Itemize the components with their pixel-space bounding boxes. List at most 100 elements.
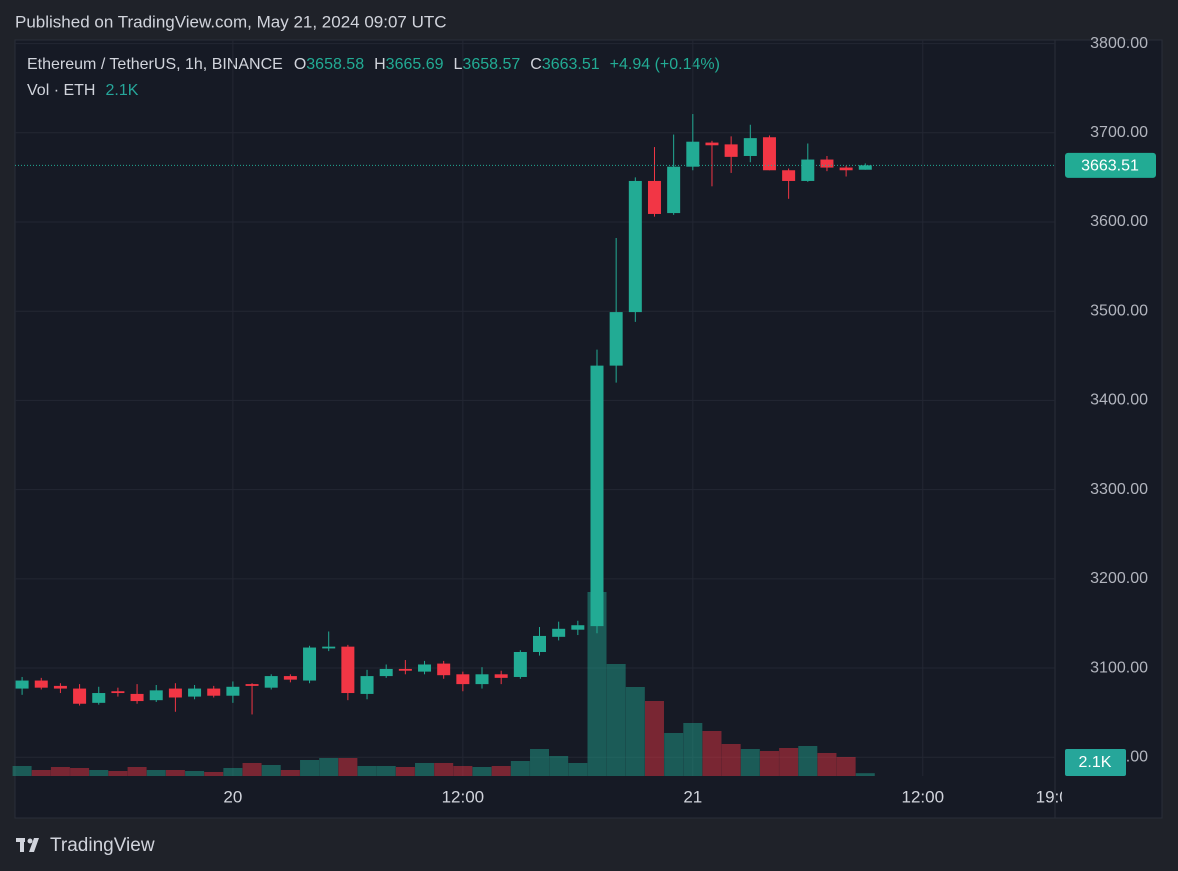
volume-badge — [1065, 749, 1126, 776]
volume-bar — [146, 770, 166, 776]
published-note: Published on TradingView.com, May 21, 20… — [15, 12, 447, 31]
volume-bar — [855, 773, 875, 776]
candle-body — [705, 142, 719, 146]
candle-body — [283, 676, 297, 680]
volume-bar — [338, 758, 358, 776]
volume-bar — [31, 770, 51, 776]
symbol-legend: Ethereum / TetherUS, 1h, BINANCE O3658.58… — [27, 56, 720, 73]
ohlc-value: 3658.58 — [306, 56, 364, 73]
candle-body — [73, 688, 87, 704]
candle-body — [647, 180, 661, 214]
volume-bar — [625, 687, 645, 776]
candle-body — [743, 138, 757, 156]
y-tick-label: 3500.00 — [1090, 302, 1148, 319]
candle-body — [858, 165, 872, 170]
volume-badge-label: 2.1K — [1079, 754, 1112, 771]
volume-bar — [798, 746, 818, 776]
volume-bar — [242, 763, 262, 776]
candle-body — [571, 625, 585, 630]
volume-bar — [12, 766, 32, 776]
x-tick-label: 20 — [223, 787, 242, 806]
volume-bar — [108, 771, 128, 776]
y-tick-label: 3400.00 — [1090, 392, 1148, 409]
candle-body — [609, 312, 623, 366]
volume-bar — [740, 749, 760, 776]
volume-bar — [89, 770, 109, 776]
logo-part — [27, 838, 33, 844]
candle-body — [92, 693, 106, 703]
y-tick-label: 3600.00 — [1090, 213, 1148, 230]
candle-body — [168, 688, 182, 698]
price-badge-label: 3663.51 — [1081, 158, 1139, 175]
candle-body — [437, 663, 451, 676]
price-badge — [1065, 152, 1156, 178]
candle-body — [513, 651, 527, 677]
volume-bar — [759, 751, 779, 776]
candle-body — [188, 688, 202, 697]
volume-bar — [261, 765, 281, 776]
x-tick-label: 12:00 — [442, 787, 485, 806]
symbol: Ethereum / TetherUS, 1h, BINANCE — [27, 56, 283, 73]
volume-bar — [319, 758, 339, 776]
candle-body — [628, 180, 642, 313]
candle-body — [456, 674, 470, 685]
x-tick-label: 21 — [683, 787, 702, 806]
logo-part — [20, 838, 24, 852]
volume-bar — [836, 757, 856, 776]
candle-body — [207, 688, 221, 696]
candle-body — [322, 646, 336, 649]
ohlc-key: H — [374, 56, 386, 73]
volume-bar — [702, 731, 722, 776]
volume-bar — [70, 768, 90, 776]
ohlc-key: L — [454, 56, 463, 73]
candle-body — [111, 691, 125, 694]
candle-body — [341, 646, 355, 694]
volume-bar — [568, 763, 588, 776]
y-tick-label: 3700.00 — [1090, 124, 1148, 141]
ohlc-value: 3663.51 — [542, 56, 600, 73]
volume-bar — [204, 772, 224, 776]
change-label: +4.94 (+0.14%) — [610, 56, 720, 73]
candle-body — [724, 144, 738, 157]
volume-bar — [50, 767, 70, 776]
candle-body — [53, 685, 67, 689]
volume-bar — [472, 767, 492, 776]
volume-value: 2.1K — [105, 82, 138, 99]
candle-body — [839, 167, 853, 171]
candle-body — [820, 159, 834, 168]
volume-bar — [185, 771, 205, 776]
candle-body — [398, 668, 412, 671]
candle-body — [533, 635, 547, 652]
candle-body — [801, 159, 815, 181]
chart-pane — [14, 39, 1163, 819]
candles — [15, 114, 872, 715]
volume-bar — [510, 761, 530, 776]
volume-bar — [280, 770, 300, 776]
candle-body — [552, 628, 566, 637]
candle-body — [226, 686, 240, 696]
volume-bar — [127, 767, 147, 776]
volume-bar — [779, 748, 799, 776]
volume-bar — [683, 723, 703, 776]
candle-body — [475, 674, 489, 685]
candle-body — [360, 676, 374, 694]
volume-bar — [453, 766, 473, 776]
volume-bar — [357, 766, 377, 776]
volume-bar — [223, 768, 243, 776]
candle-body — [264, 676, 278, 688]
candle-body — [418, 664, 432, 672]
volume-bar — [587, 592, 607, 776]
volume-bar — [549, 756, 569, 776]
volume-bar — [300, 760, 320, 776]
ohlc-key: C — [530, 56, 542, 73]
x-axis: 20 12:00 21 12:00 19:00 — [223, 787, 1062, 806]
brand: TradingView — [50, 835, 155, 856]
x-tick-label: 12:00 — [901, 787, 944, 806]
volume-bar — [530, 749, 550, 776]
volume-bar — [395, 767, 415, 776]
volume-title: Vol · ETH — [27, 82, 95, 99]
candle-body — [782, 170, 796, 181]
volume-bar — [721, 744, 741, 776]
